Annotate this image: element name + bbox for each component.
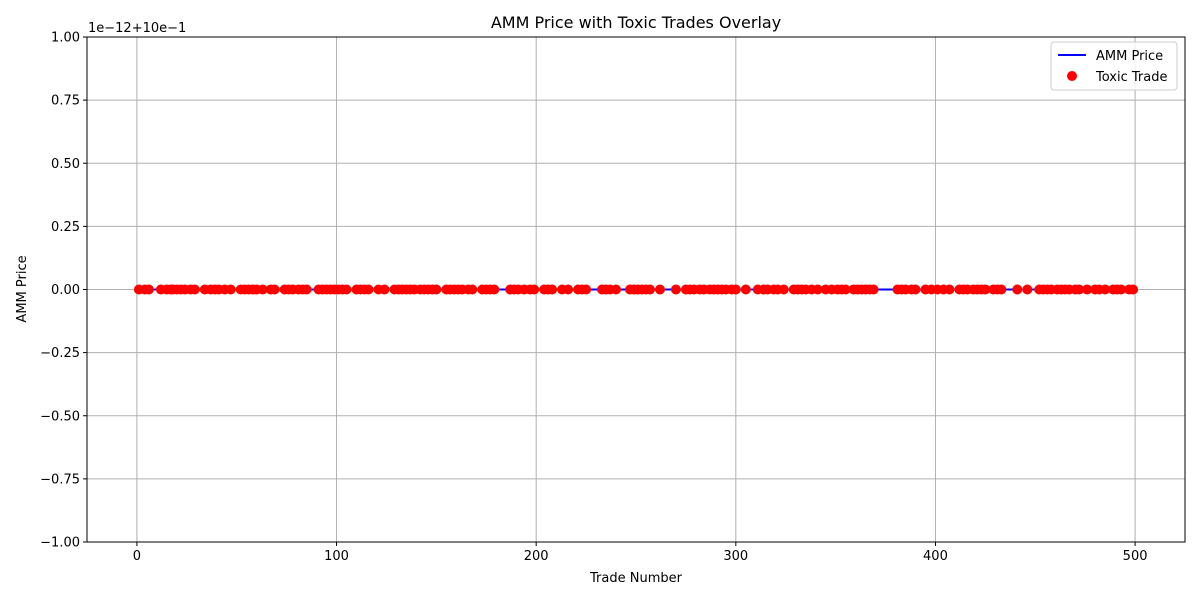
toxic-trade-point <box>529 284 540 295</box>
toxic-trade-point <box>980 284 991 295</box>
y-tick-label: 0.50 <box>51 157 80 172</box>
toxic-trade-point <box>431 284 442 295</box>
toxic-trade-series <box>133 284 1139 295</box>
toxic-trade-point <box>654 284 665 295</box>
y-tick-label: −0.75 <box>40 472 80 487</box>
y-tick-label: 0.25 <box>51 220 80 235</box>
y-tick-label: −0.25 <box>40 346 80 361</box>
toxic-trade-point <box>1082 284 1093 295</box>
toxic-trade-point <box>489 284 500 295</box>
toxic-trade-point <box>910 284 921 295</box>
toxic-trade-point <box>840 284 851 295</box>
toxic-trade-point <box>730 284 741 295</box>
x-tick-label: 400 <box>923 549 948 564</box>
toxic-trade-point <box>996 284 1007 295</box>
toxic-trade-point <box>778 284 789 295</box>
toxic-trade-point <box>1074 284 1085 295</box>
chart-title: AMM Price with Toxic Trades Overlay <box>491 13 781 32</box>
toxic-trade-point <box>563 284 574 295</box>
toxic-trade-point <box>1022 284 1033 295</box>
toxic-trade-point <box>269 284 280 295</box>
toxic-trade-point <box>644 284 655 295</box>
legend: AMM Price Toxic Trade <box>1050 41 1178 91</box>
toxic-trade-point <box>670 284 681 295</box>
y-tick-label: 0.00 <box>51 283 80 298</box>
x-axis-title: Trade Number <box>589 571 683 586</box>
x-axis-ticks: 0 100 200 300 400 500 <box>133 542 1148 564</box>
y-tick-label: −1.00 <box>40 536 80 551</box>
toxic-trade-point <box>1100 284 1111 295</box>
x-tick-label: 300 <box>723 549 748 564</box>
toxic-trade-point <box>812 284 823 295</box>
toxic-trade-point <box>547 284 558 295</box>
legend-dot-swatch <box>1067 71 1077 81</box>
y-tick-label: 0.75 <box>51 94 80 109</box>
toxic-trade-point <box>379 284 390 295</box>
toxic-trade-point <box>740 284 751 295</box>
toxic-trade-point <box>467 284 478 295</box>
legend-label-toxic-trade: Toxic Trade <box>1095 70 1167 85</box>
toxic-trade-point <box>189 284 200 295</box>
x-tick-label: 0 <box>133 549 141 564</box>
legend-label-amm-price: AMM Price <box>1096 49 1163 64</box>
toxic-trade-point <box>1012 284 1023 295</box>
y-axis-ticks: −1.00 −0.75 −0.50 −0.25 0.00 0.25 0.50 0.75 1.00 <box>40 31 87 551</box>
toxic-trade-point <box>868 284 879 295</box>
x-tick-label: 500 <box>1123 549 1148 564</box>
y-axis-title: AMM Price <box>15 255 30 322</box>
toxic-trade-point <box>611 284 622 295</box>
y-tick-label: −0.50 <box>40 409 80 424</box>
toxic-trade-point <box>341 284 352 295</box>
x-tick-label: 100 <box>324 549 349 564</box>
toxic-trade-point <box>257 284 268 295</box>
y-tick-label: 1.00 <box>51 31 80 46</box>
toxic-trade-point <box>301 284 312 295</box>
toxic-trade-point <box>363 284 374 295</box>
y-offset-text: 1e−12+10e−1 <box>88 21 186 36</box>
toxic-trade-point <box>1128 284 1139 295</box>
x-tick-label: 200 <box>524 549 549 564</box>
toxic-trade-point <box>581 284 592 295</box>
toxic-trade-point <box>143 284 154 295</box>
toxic-trade-point <box>1116 284 1127 295</box>
toxic-trade-point <box>944 284 955 295</box>
toxic-trade-point <box>225 284 236 295</box>
